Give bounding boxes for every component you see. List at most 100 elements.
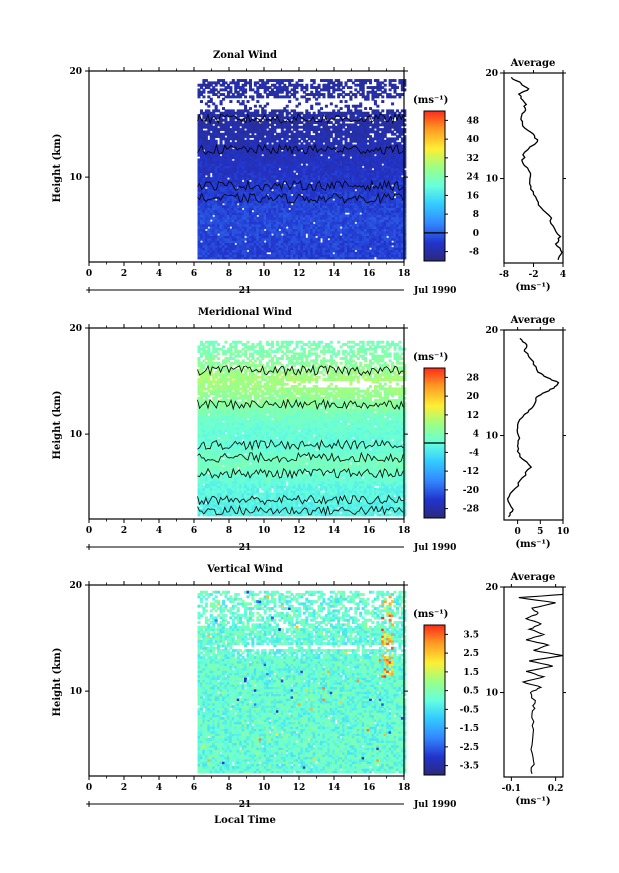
heatmap-cell	[234, 158, 238, 162]
heatmap-cell	[214, 223, 218, 227]
heatmap-cell	[256, 188, 260, 192]
heatmap-cell	[293, 93, 297, 96]
heatmap-cell	[268, 191, 272, 195]
heatmap-cell	[288, 81, 292, 85]
heatmap-cell	[229, 90, 233, 94]
heatmap-cell	[263, 151, 267, 155]
heatmap-cell	[251, 153, 255, 157]
heatmap-cell	[212, 139, 216, 143]
heatmap-cell	[285, 195, 289, 199]
heatmap-cell	[212, 198, 216, 202]
heatmap-cell	[231, 156, 235, 160]
heatmap-cell	[199, 242, 203, 246]
heatmap-cell	[244, 130, 248, 134]
heatmap-cell	[251, 135, 255, 139]
heatmap-cell	[224, 256, 228, 260]
heatmap-cell	[258, 163, 262, 167]
heatmap-cell	[229, 181, 233, 185]
heatmap-cell	[275, 198, 279, 202]
heatmap-cell	[212, 153, 216, 157]
heatmap-cell	[241, 174, 245, 178]
heatmap-cell	[231, 193, 235, 197]
heatmap-cell	[234, 142, 238, 146]
heatmap-cell	[278, 254, 282, 258]
heatmap-cell	[214, 151, 218, 155]
heatmap-cell	[307, 167, 311, 171]
heatmap-cell	[234, 184, 238, 188]
heatmap-cell	[244, 151, 248, 155]
heatmap-cell	[271, 207, 275, 211]
heatmap-cell	[275, 226, 279, 230]
heatmap-cell	[297, 111, 301, 115]
heatmap-cell	[207, 251, 211, 255]
heatmap-cell	[236, 86, 240, 89]
heatmap-cell	[209, 188, 213, 192]
heatmap-cell	[246, 139, 250, 143]
heatmap-cell	[229, 184, 233, 188]
heatmap-cell	[307, 230, 311, 234]
heatmap-cell	[234, 160, 238, 164]
heatmap-cell	[300, 247, 304, 251]
heatmap-cell	[248, 256, 252, 260]
heatmap-cell	[283, 170, 287, 174]
heatmap-cell	[234, 200, 238, 204]
heatmap-cell	[271, 216, 275, 220]
heatmap-cell	[285, 191, 289, 195]
heatmap-cell	[261, 156, 265, 160]
heatmap-cell	[280, 132, 284, 136]
heatmap-cell	[217, 214, 221, 218]
heatmap-cell	[224, 111, 228, 115]
heatmap-cell	[226, 205, 230, 209]
heatmap-cell	[283, 151, 287, 155]
heatmap-cell	[285, 188, 289, 192]
heatmap-cell	[241, 240, 245, 244]
heatmap-cell	[280, 188, 284, 192]
heatmap-cell	[312, 216, 316, 220]
heatmap-cell	[307, 233, 311, 237]
heatmap-cell	[310, 128, 314, 132]
heatmap-cell	[310, 144, 314, 148]
heatmap-cell	[290, 114, 294, 118]
heatmap-cell	[219, 167, 223, 171]
heatmap-cell	[246, 118, 250, 122]
heatmap-cell	[275, 123, 279, 127]
heatmap-cell	[224, 137, 228, 141]
heatmap-cell	[248, 128, 252, 132]
heatmap-cell	[236, 121, 240, 125]
heatmap-cell	[197, 240, 201, 244]
heatmap-cell	[283, 242, 287, 246]
heatmap-cell	[231, 153, 235, 157]
heatmap-cell	[261, 128, 265, 132]
heatmap-cell	[312, 179, 316, 183]
heatmap-cell	[207, 111, 211, 115]
heatmap-cell	[244, 188, 248, 192]
heatmap-cell	[268, 219, 272, 223]
heatmap-cell	[224, 179, 228, 183]
heatmap-cell	[229, 186, 233, 190]
heatmap-cell	[261, 221, 265, 225]
heatmap-cell	[280, 249, 284, 253]
heatmap-cell	[251, 256, 255, 260]
heatmap-cell	[244, 116, 248, 120]
heatmap-cell	[305, 123, 309, 127]
heatmap-cell	[236, 163, 240, 167]
heatmap-cell	[241, 223, 245, 227]
heatmap-cell	[219, 181, 223, 185]
heatmap-cell	[202, 191, 206, 195]
heatmap-cell	[312, 256, 316, 260]
heatmap-cell	[295, 226, 299, 230]
heatmap-cell	[280, 214, 284, 218]
heatmap-cell	[229, 254, 233, 258]
heatmap-cell	[226, 149, 230, 153]
heatmap-cell	[239, 142, 243, 146]
heatmap-cell	[199, 172, 203, 176]
heatmap-cell	[241, 221, 245, 225]
heatmap-cell	[285, 219, 289, 223]
heatmap-cell	[241, 226, 245, 230]
heatmap-cell	[273, 135, 277, 139]
heatmap-cell	[302, 116, 306, 120]
heatmap-cell	[239, 114, 243, 118]
heatmap-cell	[244, 198, 248, 202]
heatmap-cell	[204, 188, 208, 192]
heatmap-cell	[295, 228, 299, 232]
